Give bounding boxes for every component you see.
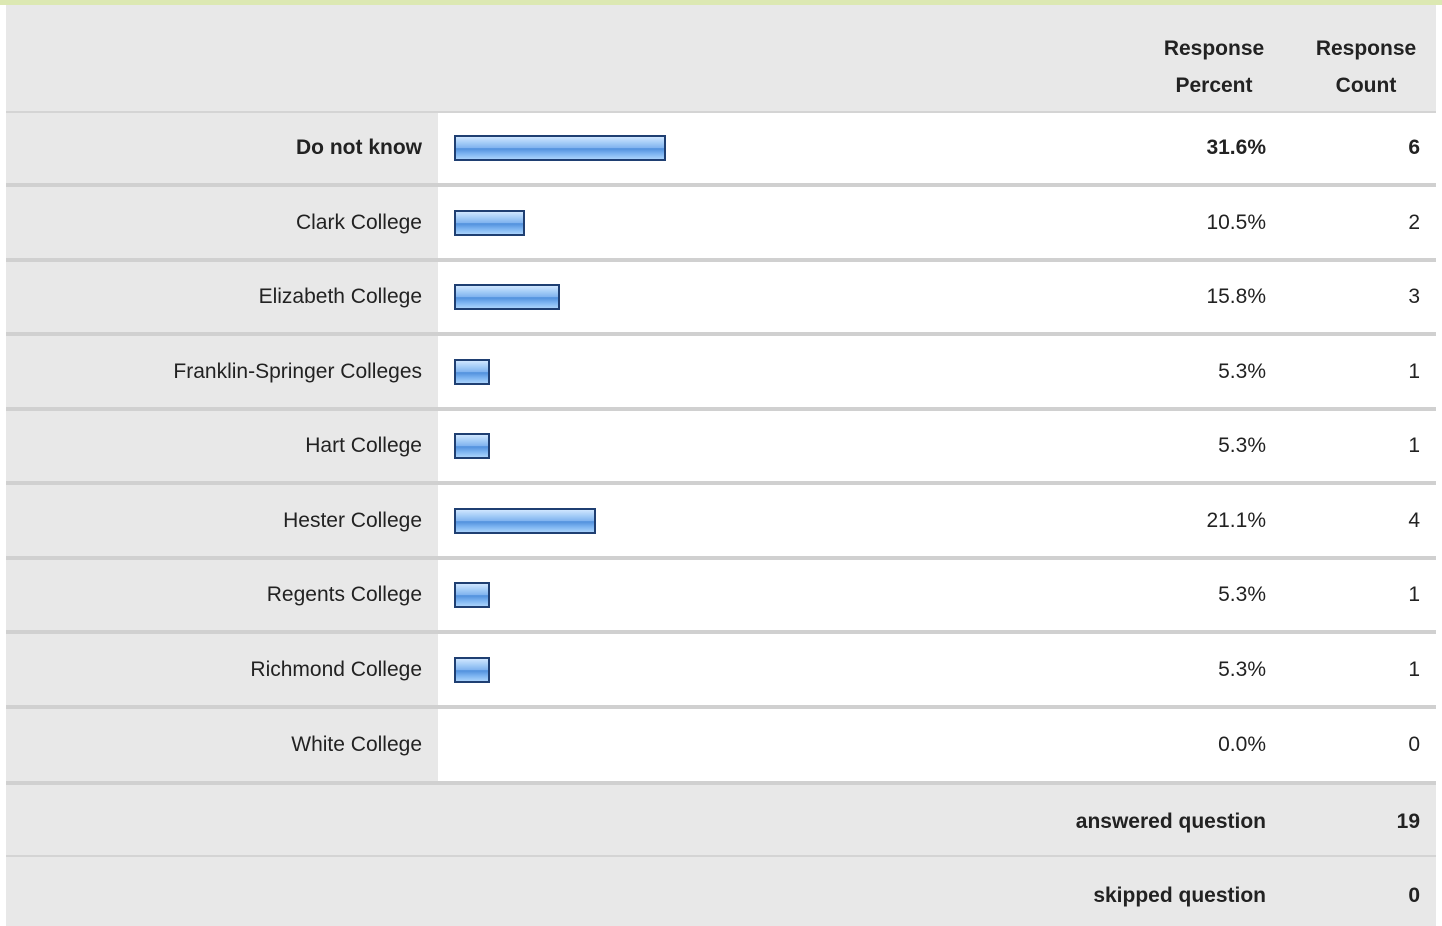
bar-cell xyxy=(438,634,1436,705)
answered-question-row: answered question 19 xyxy=(6,785,1436,857)
response-bar xyxy=(454,433,490,459)
response-percent: 5.3% xyxy=(1218,658,1266,681)
table-header: Response Percent Response Count xyxy=(6,5,1436,113)
answer-label: Richmond College xyxy=(250,658,422,681)
response-count: 1 xyxy=(1408,434,1420,457)
skipped-question-label: skipped question xyxy=(1093,884,1266,907)
bar-cell xyxy=(438,485,1436,556)
answer-row: Hart College 5.3% 1 xyxy=(6,411,1436,485)
response-count: 1 xyxy=(1408,658,1420,681)
answer-row: Elizabeth College 15.8% 3 xyxy=(6,262,1436,336)
response-percent: 21.1% xyxy=(1206,509,1266,532)
answered-question-value: 19 xyxy=(1396,810,1420,833)
answer-row: White College 0.0% 0 xyxy=(6,709,1436,785)
response-bar xyxy=(454,582,490,608)
response-count-header-line1: Response xyxy=(1315,37,1417,60)
answer-row: Do not know 31.6% 6 xyxy=(6,113,1436,187)
response-bar xyxy=(454,508,596,534)
response-bar xyxy=(454,210,525,236)
skipped-question-row: skipped question 0 xyxy=(6,857,1436,926)
response-percent-header-line2: Percent xyxy=(1175,74,1253,97)
answer-row: Clark College 10.5% 2 xyxy=(6,187,1436,262)
response-count: 1 xyxy=(1408,583,1420,606)
answer-label: Clark College xyxy=(295,211,422,234)
response-bar xyxy=(454,657,490,683)
answer-row: Richmond College 5.3% 1 xyxy=(6,634,1436,709)
response-count: 0 xyxy=(1408,733,1420,756)
answer-label: Franklin-Springer Colleges xyxy=(173,360,422,383)
response-percent: 5.3% xyxy=(1218,434,1266,457)
bar-cell xyxy=(438,411,1436,481)
answer-label: Hart College xyxy=(305,434,422,457)
bar-cell xyxy=(438,560,1436,630)
skipped-question-value: 0 xyxy=(1408,884,1420,907)
response-count: 4 xyxy=(1408,509,1420,532)
response-count-header: Response Count xyxy=(1296,30,1436,104)
response-percent: 31.6% xyxy=(1206,136,1266,159)
response-count: 1 xyxy=(1408,360,1420,383)
bar-cell xyxy=(438,187,1436,258)
response-count: 2 xyxy=(1408,211,1420,234)
response-count-header-line2: Count xyxy=(1335,74,1397,97)
answer-label: Hester College xyxy=(283,509,422,532)
answer-label: White College xyxy=(291,733,422,756)
response-bar xyxy=(454,359,490,385)
bar-cell xyxy=(438,709,1436,781)
response-percent: 5.3% xyxy=(1218,583,1266,606)
answer-label: Do not know xyxy=(296,136,422,159)
response-percent: 10.5% xyxy=(1206,211,1266,234)
answer-label: Regents College xyxy=(266,583,422,606)
response-percent-header: Response Percent xyxy=(1146,30,1282,104)
response-percent: 5.3% xyxy=(1218,360,1266,383)
answer-label: Elizabeth College xyxy=(258,285,422,308)
response-bar xyxy=(454,284,560,310)
answered-question-label: answered question xyxy=(1075,810,1266,833)
response-count: 6 xyxy=(1408,136,1420,159)
answer-row: Regents College 5.3% 1 xyxy=(6,560,1436,634)
bar-cell xyxy=(438,336,1436,407)
response-bar xyxy=(454,135,666,161)
bar-cell xyxy=(438,113,1436,183)
response-count: 3 xyxy=(1408,285,1420,308)
top-border xyxy=(0,0,1442,5)
answer-row: Hester College 21.1% 4 xyxy=(6,485,1436,560)
bar-cell xyxy=(438,262,1436,332)
response-percent: 15.8% xyxy=(1206,285,1266,308)
response-percent-header-line1: Response xyxy=(1163,37,1265,60)
answer-row: Franklin-Springer Colleges 5.3% 1 xyxy=(6,336,1436,411)
response-percent: 0.0% xyxy=(1218,733,1266,756)
